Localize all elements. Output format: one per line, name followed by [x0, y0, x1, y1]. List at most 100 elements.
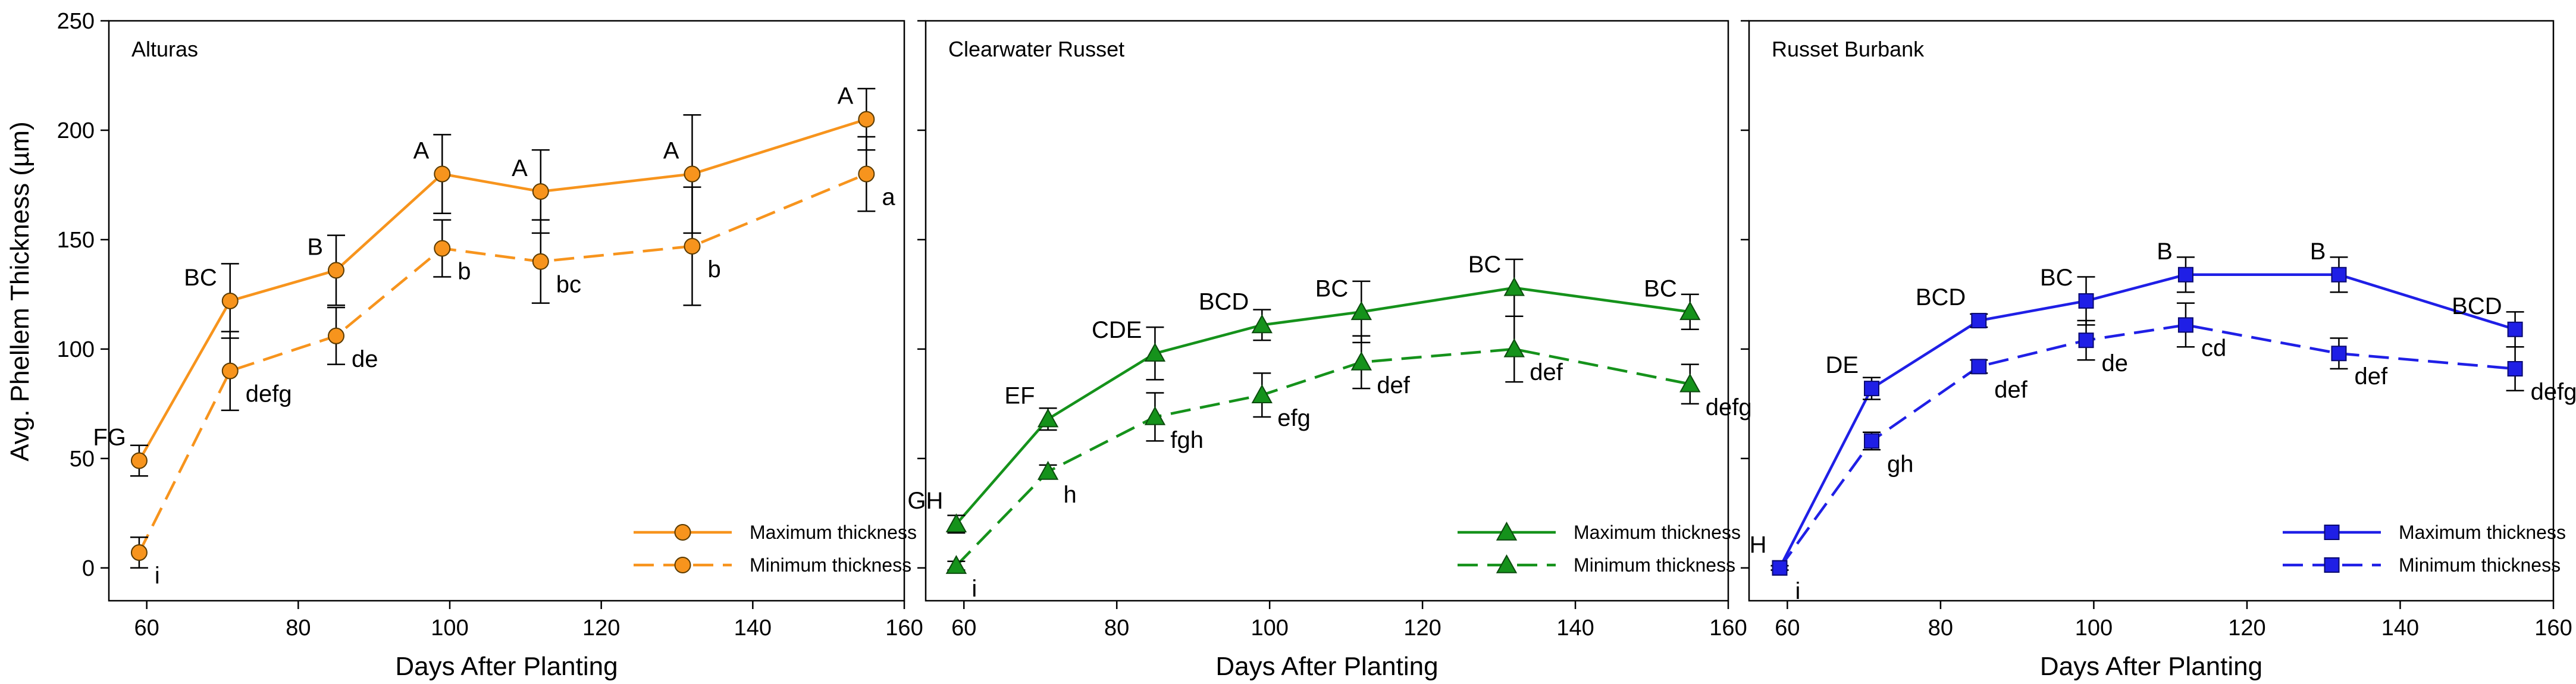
- significance-label: A: [838, 83, 854, 109]
- significance-label: A: [663, 138, 679, 164]
- significance-label: B: [307, 234, 323, 260]
- significance-label: bc: [556, 272, 581, 298]
- x-tick-label: 120: [582, 616, 620, 641]
- data-point: [684, 165, 701, 183]
- significance-label: BC: [2040, 265, 2073, 291]
- data-point: [945, 513, 967, 533]
- x-axis-title: Days After Planting: [2040, 652, 2262, 681]
- data-point: [1503, 338, 1525, 357]
- legend-marker: [1496, 554, 1518, 573]
- y-tick-label: 100: [57, 337, 95, 362]
- legend-label: Minimum thickness: [750, 554, 911, 576]
- significance-label: de: [2102, 350, 2129, 376]
- x-tick-label: 160: [2534, 616, 2572, 641]
- y-tick-label: 200: [57, 118, 95, 143]
- data-point: [1971, 359, 1987, 375]
- significance-label: i: [1795, 578, 1801, 604]
- legend-label: Maximum thickness: [2399, 522, 2566, 543]
- data-point: [858, 165, 875, 183]
- data-point: [1971, 313, 1987, 329]
- panel-title: Clearwater Russet: [948, 37, 1124, 61]
- x-tick-label: 80: [286, 616, 311, 641]
- significance-label: gh: [1887, 451, 1914, 477]
- data-point: [1037, 408, 1059, 428]
- significance-label: def: [2354, 363, 2387, 390]
- significance-label: BC: [184, 265, 217, 291]
- data-point: [221, 292, 239, 309]
- significance-label: de: [352, 346, 378, 372]
- significance-label: i: [972, 576, 977, 602]
- significance-label: DE: [1825, 352, 1859, 378]
- series-minimum: i gh def de cd def defg: [1770, 302, 2576, 604]
- data-point: [1144, 343, 1166, 362]
- x-tick-label: 140: [1556, 616, 1594, 641]
- significance-label: H: [1750, 532, 1767, 558]
- data-point: [2331, 266, 2347, 283]
- x-axis-title: Days After Planting: [1215, 652, 1438, 681]
- significance-label: efg: [1277, 405, 1311, 431]
- panel-alturas: 60 80 100 120 140 160 0 50 100 150 200 250 Alturas Da…: [57, 9, 923, 681]
- data-point: [1350, 351, 1372, 371]
- x-tick-label: 60: [951, 616, 976, 641]
- significance-label: defg: [246, 381, 292, 407]
- data-point: [2507, 321, 2523, 337]
- legend: Maximum thickness Minimum thickness: [634, 522, 917, 576]
- x-tick-label: 120: [2228, 616, 2265, 641]
- significance-label: BCD: [2452, 293, 2502, 319]
- data-point: [532, 183, 549, 200]
- panel-clearwater-russet: 60 80 100 120 140 160 Clearwater Russet Days Af…: [907, 20, 1752, 681]
- data-point: [1251, 314, 1273, 334]
- data-point: [434, 240, 451, 257]
- x-tick-label: 100: [431, 616, 468, 641]
- series-line: [137, 118, 867, 462]
- significance-label: b: [457, 259, 471, 285]
- plot-frame: [925, 20, 1729, 602]
- data-point: [1864, 381, 1880, 397]
- panel-title: Russet Burbank: [1772, 37, 1925, 61]
- significance-label: a: [882, 184, 895, 211]
- x-tick-label: 80: [1104, 616, 1129, 641]
- significance-label: h: [1064, 482, 1077, 508]
- data-point: [328, 262, 344, 279]
- significance-label: CDE: [1092, 317, 1142, 343]
- x-tick-label: 160: [1709, 616, 1747, 641]
- data-point: [945, 555, 967, 574]
- legend-label: Maximum thickness: [750, 522, 917, 543]
- significance-label: def: [1530, 359, 1563, 385]
- significance-label: A: [512, 155, 528, 181]
- series-line: [137, 172, 867, 554]
- significance-label: defg: [2531, 379, 2576, 405]
- plot-frame: [1748, 20, 2555, 602]
- legend-marker: [2324, 557, 2340, 573]
- significance-label: BCD: [1199, 288, 1249, 315]
- x-tick-label: 120: [1403, 616, 1441, 641]
- legend-label: Maximum thickness: [1574, 522, 1741, 543]
- significance-label: BC: [1468, 252, 1502, 278]
- significance-label: def: [1377, 372, 1410, 399]
- significance-label: BCD: [1916, 284, 1966, 310]
- data-point: [130, 452, 148, 469]
- data-point: [221, 362, 239, 379]
- x-axis-title: Days After Planting: [395, 652, 618, 681]
- data-point: [1772, 560, 1788, 576]
- significance-label: A: [413, 138, 430, 164]
- legend: Maximum thickness Minimum thickness: [2283, 522, 2566, 576]
- panel-russet-burbank: 60 80 100 120 140 160 Russet Burbank Days After…: [1741, 20, 2576, 681]
- series-minimum: i defg de b bc b a: [130, 136, 895, 589]
- x-tick-label: 160: [885, 616, 923, 641]
- x-tick-label: 140: [2381, 616, 2419, 641]
- legend: Maximum thickness Minimum thickness: [1458, 521, 1741, 576]
- significance-label: B: [2310, 239, 2326, 265]
- data-point: [2331, 346, 2347, 362]
- significance-label: EF: [1004, 383, 1035, 409]
- legend-marker: [2324, 525, 2340, 540]
- data-point: [1251, 384, 1273, 403]
- significance-label: i: [155, 563, 160, 589]
- chart-panels: 60 80 100 120 140 160 0 50 100 150 200 250 Alturas Da…: [57, 9, 2576, 681]
- x-tick-label: 60: [1775, 616, 1800, 641]
- series-maximum: H DE BCD BC B B BCD: [1750, 239, 2524, 576]
- data-point: [858, 111, 875, 128]
- significance-label: GH: [907, 488, 943, 514]
- data-point: [2177, 317, 2193, 333]
